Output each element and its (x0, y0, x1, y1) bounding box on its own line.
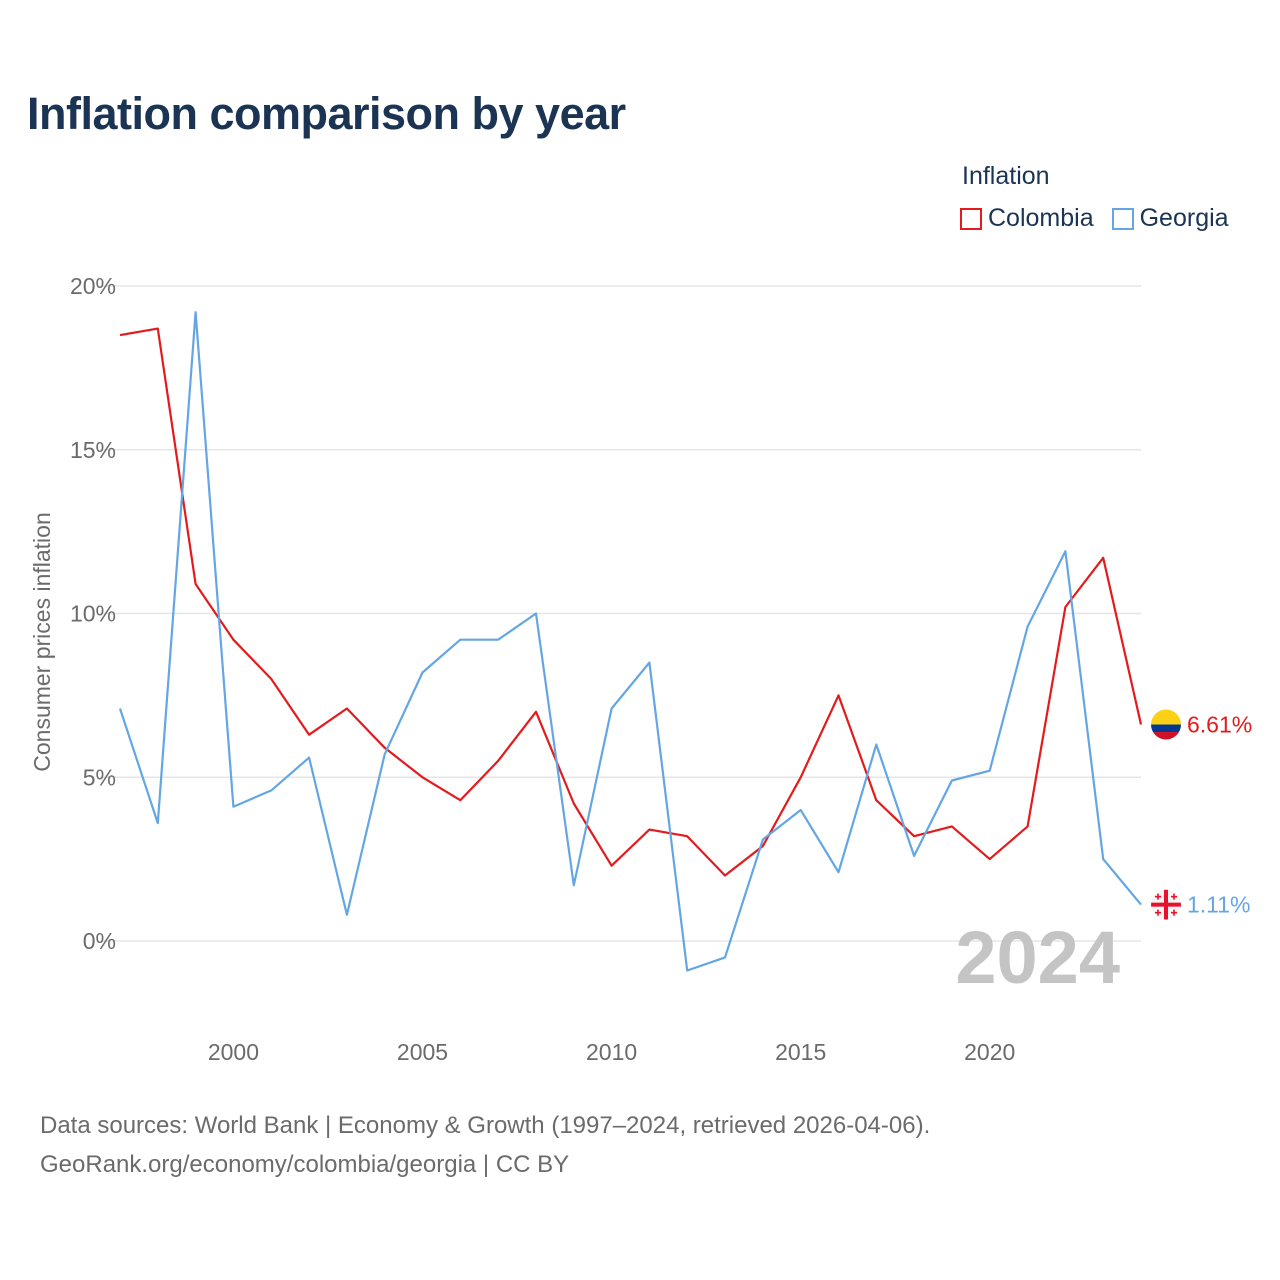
legend-label-georgia: Georgia (1139, 204, 1229, 232)
x-tick-label: 2000 (208, 1039, 259, 1065)
y-tick-label: 5% (83, 764, 116, 790)
y-tick-label: 20% (70, 273, 116, 299)
legend-item-colombia[interactable]: Colombia (960, 204, 1094, 233)
legend-label-colombia: Colombia (988, 204, 1094, 232)
series-layer: 6.61% 1.11% (118, 311, 1252, 972)
end-value-label-colombia: 6.61% (1187, 712, 1252, 738)
series-line-colombia[interactable] (119, 327, 1143, 877)
footer: Data sources: World Bank | Economy & Gro… (40, 1106, 930, 1184)
x-tick-label: 2015 (775, 1039, 826, 1065)
year-watermark: 2024 (955, 916, 1120, 999)
legend: Colombia Georgia (960, 204, 1229, 233)
x-tick-label: 2005 (397, 1039, 448, 1065)
georgia-flag-icon (1151, 889, 1181, 920)
footer-link[interactable]: GeoRank.org/economy/colombia/georgia | C… (40, 1151, 570, 1178)
footer-source: Data sources: World Bank | Economy & Gro… (40, 1112, 931, 1139)
legend-swatch-georgia (1111, 207, 1134, 230)
x-tick-label: 2020 (964, 1039, 1015, 1065)
y-tick-label: 10% (70, 601, 116, 627)
legend-title: Inflation (962, 162, 1050, 190)
end-value-label-georgia: 1.11% (1187, 892, 1251, 918)
grid-layer (100, 285, 1141, 942)
colombia-flag-icon (1151, 709, 1181, 740)
x-tick-label: 2010 (586, 1039, 637, 1065)
axis-layer: 0% 5% 10% 15% 20% 2000 2005 2010 2015 2020 (70, 273, 1015, 1065)
y-tick-label: 0% (83, 928, 116, 954)
legend-item-georgia[interactable]: Georgia (1111, 204, 1229, 233)
series-line-georgia[interactable] (118, 311, 1142, 972)
legend-swatch-colombia (960, 207, 982, 230)
y-axis-label: Consumer prices inflation (29, 512, 55, 772)
chart-title: Inflation comparison by year (27, 88, 626, 139)
y-tick-label: 15% (70, 437, 116, 463)
